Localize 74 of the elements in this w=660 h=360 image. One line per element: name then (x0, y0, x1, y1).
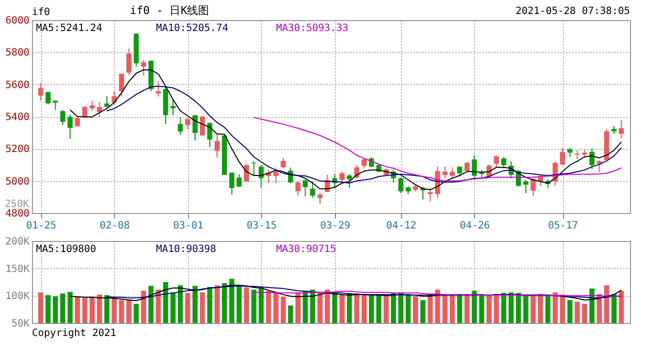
x-tick-label: 03-29 (320, 220, 350, 232)
text: 250K (4, 199, 29, 210)
candlestick (38, 82, 44, 101)
candlestick (457, 166, 462, 177)
candlestick (170, 98, 176, 116)
text: MA30:90715 (276, 244, 336, 255)
y-tick-label: 50K (11, 318, 30, 330)
x-tick-label: 02-08 (100, 220, 130, 232)
text: MA30:5093.33 (276, 23, 348, 34)
candlestick (472, 154, 477, 177)
candlestick (185, 116, 190, 130)
candlestick (90, 100, 95, 112)
y-tick-label: 5400 (5, 112, 30, 123)
candlestick (340, 171, 345, 182)
x-tick-label: 03-01 (173, 220, 204, 232)
candlestick (96, 102, 102, 118)
y-tick-label: 4800 (5, 208, 30, 220)
candlestick (68, 114, 73, 140)
x-tick-label: 05-17 (548, 220, 578, 232)
text: Copyright 2021 (32, 328, 116, 339)
candlestick (200, 116, 205, 136)
candlestick (523, 179, 528, 194)
candlestick (156, 80, 161, 98)
candlestick (317, 192, 322, 204)
text: MA5:5241.24 (36, 23, 102, 34)
candlestick (258, 164, 264, 188)
candlestick (450, 166, 455, 179)
x-tick-label: 03-15 (246, 220, 277, 232)
candlestick (530, 178, 536, 196)
candlestick (229, 172, 234, 196)
candlestick (589, 148, 594, 170)
y-tick-label: 5000 (5, 176, 30, 188)
candlestick (126, 48, 132, 76)
x-tick-label: 04-26 (460, 220, 490, 232)
candlestick (178, 116, 183, 136)
candlestick (207, 122, 212, 148)
candlestick (192, 114, 198, 141)
candlestick (295, 180, 300, 196)
x-tick-label: 01-25 (26, 220, 56, 232)
candlestick (346, 174, 352, 189)
y-tick-label: 100K (5, 291, 30, 302)
candlestick (596, 160, 602, 173)
candlestick (244, 164, 249, 182)
chart-title: if0 - 日K线图 (130, 4, 210, 17)
y-tick-label: 5200 (5, 144, 30, 156)
candlestick (494, 154, 499, 168)
y-tick-label: 6000 (5, 16, 30, 26)
candlestick (302, 178, 308, 197)
candlestick (618, 120, 624, 139)
candlestick (560, 148, 566, 166)
x-tick-label: 04-12 (386, 220, 416, 232)
candlestick (362, 158, 367, 169)
y-tick-label: 200K (5, 236, 30, 248)
candlestick (398, 177, 404, 194)
text: if0 (32, 7, 50, 18)
candlestick (214, 134, 220, 158)
candlestick (141, 60, 146, 76)
y-tick-label: 5800 (5, 48, 30, 59)
y-tick-label: 150K (5, 264, 30, 275)
candlestick (236, 174, 242, 188)
text: MA10:90398 (156, 244, 216, 255)
candlestick (104, 96, 110, 108)
candlestick (310, 180, 316, 198)
candlestick (280, 157, 286, 169)
candlestick (273, 168, 278, 184)
candlestick (119, 72, 124, 97)
y-tick-label: 5600 (5, 80, 30, 91)
candlestick (46, 91, 51, 105)
text: MA5:109800 (36, 244, 96, 255)
text: MA10:5205.74 (156, 23, 228, 34)
candlestick (60, 109, 66, 126)
candlestick (442, 166, 448, 179)
chart-subtitle: 2021-05-28 07:38:05 (516, 6, 630, 17)
candlestick (501, 156, 506, 169)
